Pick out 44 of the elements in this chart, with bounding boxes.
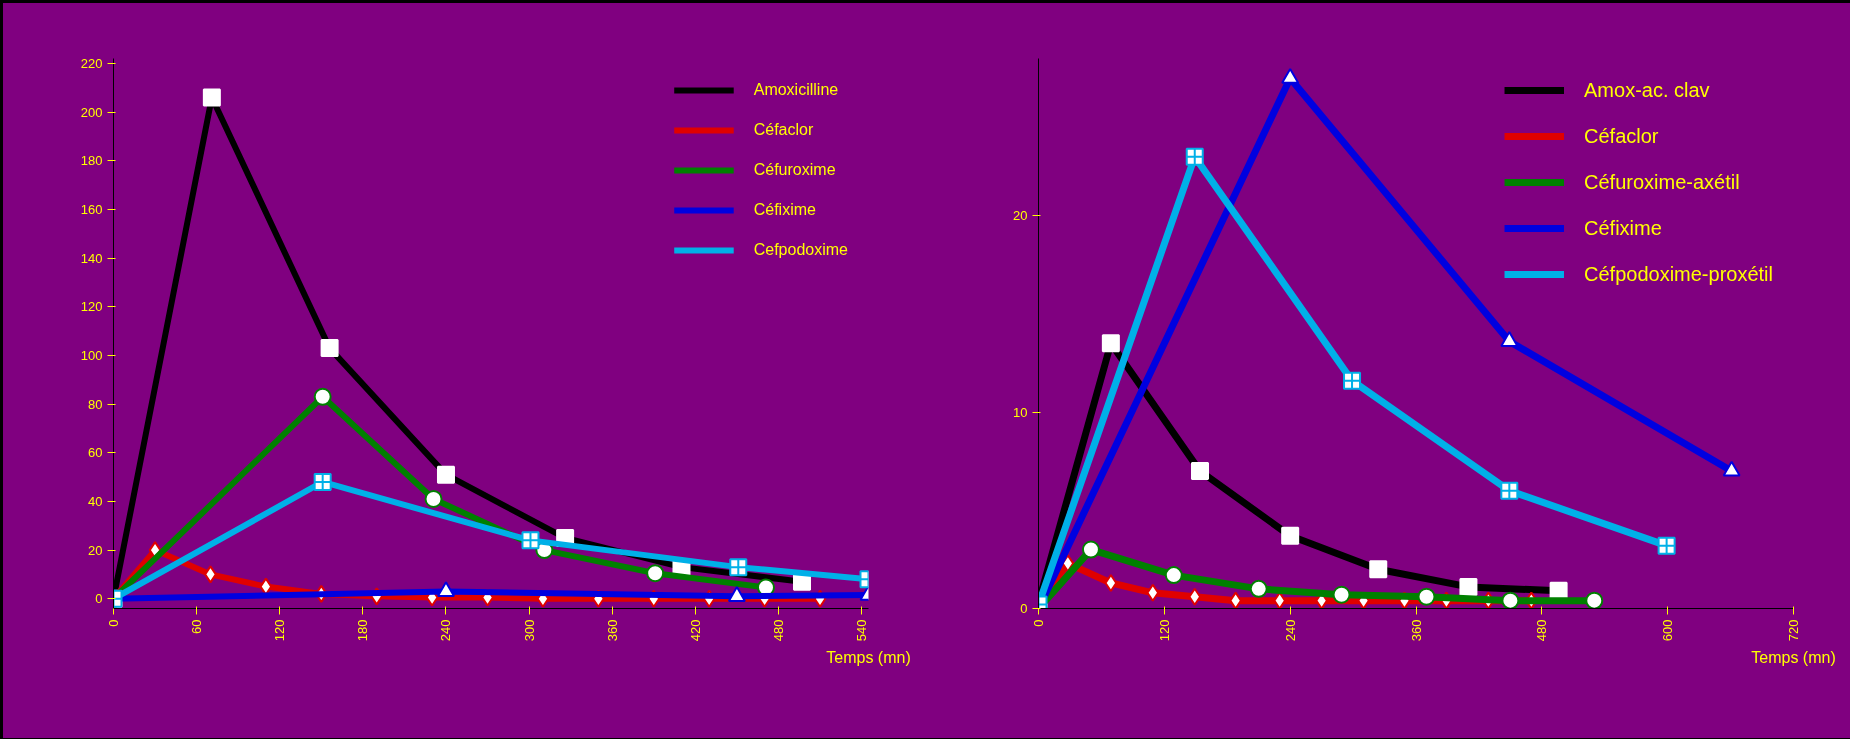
x-tick-label: 360 — [604, 619, 620, 642]
x-tick-label: 480 — [1534, 619, 1550, 642]
x-tick-label: 240 — [438, 619, 454, 642]
legend-label: Céfixime — [753, 201, 816, 219]
x-tick-label: 0 — [1031, 619, 1046, 627]
x-tick-label: 420 — [687, 619, 703, 642]
y-tick-label: 200 — [80, 104, 103, 120]
x-tick-label: 240 — [1282, 619, 1298, 642]
x-axis-title: Temps (mn) — [826, 649, 911, 667]
legend-label: Céfuroxime — [753, 161, 836, 179]
y-tick-label: 60 — [88, 445, 103, 461]
legend-label: Amox-ac. clav — [1584, 78, 1710, 102]
x-tick-label: 180 — [355, 619, 371, 642]
x-tick-label: 60 — [189, 619, 205, 634]
y-tick-label: 120 — [80, 299, 103, 315]
legend-label: Céfaclor — [1584, 124, 1659, 148]
y-tick-label: 180 — [80, 153, 103, 169]
legend-label: Céfpodoxime-proxétil — [1584, 262, 1773, 286]
x-tick-label: 720 — [1786, 619, 1801, 642]
y-tick-label: 10 — [1013, 404, 1028, 420]
legend-label: Céfaclor — [753, 121, 814, 139]
y-tick-label: 0 — [1020, 601, 1028, 616]
x-tick-label: 300 — [521, 619, 537, 642]
y-tick-label: 140 — [80, 250, 103, 266]
x-tick-label: 0 — [106, 619, 121, 627]
x-tick-label: 120 — [272, 619, 288, 642]
y-tick-label: 80 — [88, 396, 103, 412]
x-tick-label: 540 — [854, 619, 870, 642]
legend-label: Amoxicilline — [753, 81, 839, 99]
legend-label: Cefpodoxime — [753, 241, 848, 259]
legend-label: Céfuroxime-axétil — [1584, 170, 1740, 194]
y-tick-label: 20 — [88, 542, 103, 558]
y-tick-label: 100 — [80, 347, 103, 363]
y-tick-label: 40 — [88, 493, 103, 509]
x-tick-label: 480 — [770, 619, 786, 642]
y-tick-label: 220 — [80, 55, 103, 71]
x-tick-label: 120 — [1156, 619, 1172, 642]
legend-label: Céfixime — [1584, 216, 1662, 240]
y-tick-label: 0 — [95, 591, 103, 607]
y-tick-label: 160 — [80, 201, 103, 217]
x-axis-title: Temps (mn) — [1751, 649, 1836, 667]
x-tick-label: 600 — [1660, 619, 1676, 642]
x-tick-label: 360 — [1408, 619, 1424, 642]
y-tick-label: 20 — [1013, 208, 1028, 224]
